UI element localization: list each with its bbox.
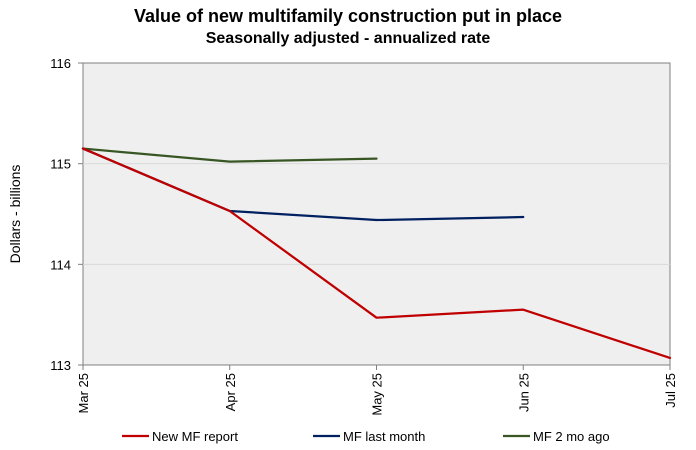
legend-label: New MF report (152, 429, 238, 444)
series-line-new-mf-report (81, 147, 672, 360)
x-tick-label: May 25 (370, 373, 385, 416)
x-tick-label: Mar 25 (76, 373, 91, 413)
x-tick-label: Jun 25 (516, 373, 531, 412)
y-tick-label: 116 (50, 56, 71, 71)
plot-area (82, 62, 671, 366)
y-axis: 113 114 115 116 (50, 56, 83, 373)
x-tick-label: Jul 25 (663, 373, 678, 408)
y-tick-label: 115 (50, 157, 71, 172)
chart-subtitle: Seasonally adjusted - annualized rate (206, 30, 491, 47)
series-lines (81, 147, 672, 360)
series-line-mf-2-mo-ago (81, 147, 378, 163)
y-tick-label: 113 (50, 358, 71, 373)
legend-label: MF 2 mo ago (533, 429, 610, 444)
legend-label: MF last month (343, 429, 425, 444)
chart-title: Value of new multifamily construction pu… (134, 6, 562, 26)
legend: New MF report MF last month MF 2 mo ago (122, 429, 610, 444)
y-axis-label: Dollars - billions (7, 165, 23, 264)
x-axis: Mar 25 Apr 25 May 25 Jun 25 Jul 25 (76, 365, 678, 416)
gridlines (83, 163, 670, 265)
y-tick-label: 114 (50, 257, 71, 272)
x-tick-label: Apr 25 (223, 373, 238, 411)
